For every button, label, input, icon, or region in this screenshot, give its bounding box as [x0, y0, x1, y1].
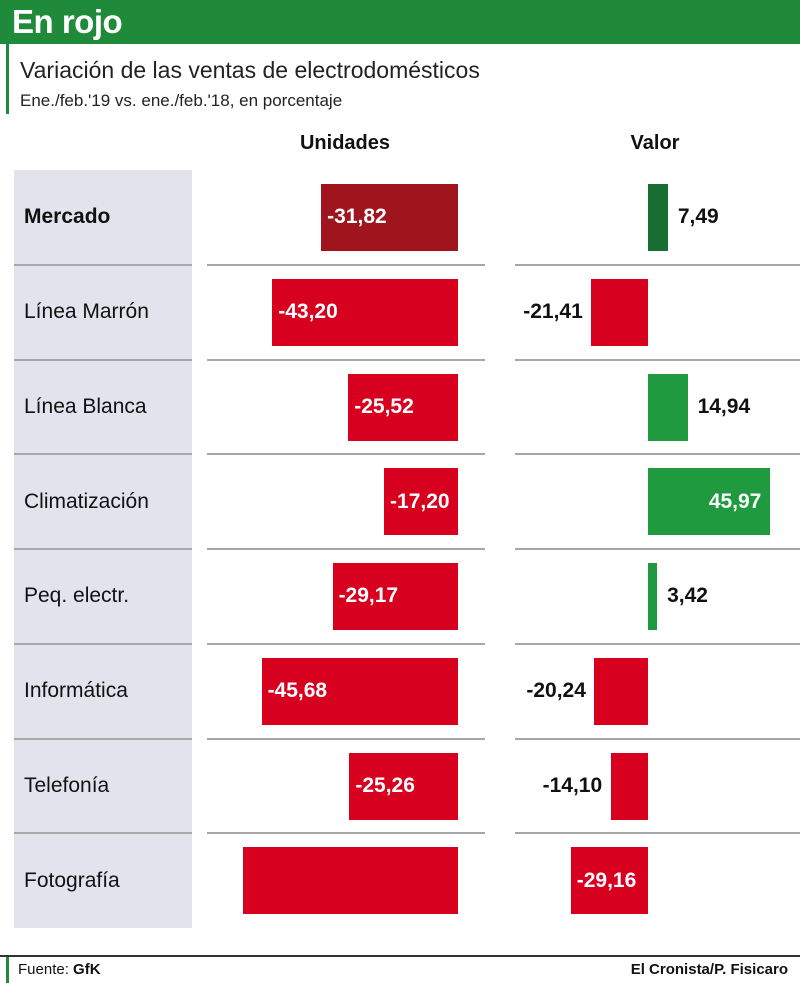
- row-divider: [515, 264, 800, 266]
- chart-title: En rojo: [12, 3, 123, 40]
- category-label: Peq. electr.: [24, 584, 130, 608]
- row-divider: [14, 643, 192, 645]
- units-value-label: -17,20: [390, 489, 450, 513]
- value-bar: [591, 279, 648, 346]
- row-divider: [207, 548, 485, 550]
- row-divider: [207, 264, 485, 266]
- footer-accent-tick: [6, 957, 9, 983]
- value-bar: [648, 374, 688, 441]
- column-header-value: Valor: [630, 132, 680, 154]
- value-value-label: -14,10: [542, 773, 603, 797]
- source-label: Fuente:: [18, 961, 69, 978]
- units-value-label: -29,17: [338, 584, 399, 608]
- chart-subtitle: Variación de las ventas de electrodomést…: [20, 57, 480, 83]
- category-label: Línea Marrón: [24, 300, 149, 324]
- value-bar: [570, 847, 648, 914]
- units-value-label: -25,52: [354, 394, 414, 418]
- row-divider: [207, 643, 485, 645]
- header-bar: [0, 0, 800, 44]
- row-divider: [14, 832, 192, 834]
- row-divider: [515, 832, 800, 834]
- category-label: Mercado: [24, 205, 111, 229]
- category-label: Informática: [24, 679, 128, 703]
- value-value-label: -29,16: [576, 868, 637, 892]
- category-label: Línea Blanca: [24, 394, 147, 418]
- value-value-label: 14,94: [697, 394, 751, 418]
- units-bar: [348, 374, 458, 441]
- units-bar: [349, 753, 458, 820]
- category-label: Telefonía: [24, 773, 110, 797]
- row-divider: [14, 264, 192, 266]
- units-bar: [332, 563, 458, 630]
- footer-rule: [0, 955, 800, 957]
- units-value-label: -45,68: [267, 679, 328, 703]
- category-label: Climatización: [24, 489, 149, 513]
- row-divider: [207, 738, 485, 740]
- title-accent-rule: [6, 44, 9, 114]
- value-bar: [610, 753, 648, 820]
- units-bar: [261, 658, 458, 725]
- units-value-label: -25,26: [355, 773, 415, 797]
- row-divider: [515, 738, 800, 740]
- value-value-label: 7,49: [677, 205, 719, 229]
- row-divider: [515, 359, 800, 361]
- credit: El Cronista/P. Fisicaro: [630, 961, 788, 978]
- value-bar: [648, 184, 668, 251]
- row-divider: [515, 548, 800, 550]
- value-value-label: 45,97: [708, 489, 762, 513]
- source-value: GfK: [73, 961, 101, 978]
- units-bar: [272, 279, 458, 346]
- row-divider: [515, 643, 800, 645]
- units-bar: [243, 847, 458, 914]
- value-value-label: 3,42: [667, 584, 708, 608]
- row-divider: [14, 738, 192, 740]
- value-value-label: -20,24: [526, 679, 586, 703]
- row-divider: [14, 548, 192, 550]
- units-value-label: -31,82: [327, 205, 387, 229]
- column-header-units: Unidades: [299, 132, 391, 154]
- category-label: Fotografía: [24, 868, 120, 892]
- value-value-label: -21,41: [523, 300, 583, 324]
- value-bar: [594, 658, 648, 725]
- units-value-label: -43,20: [278, 300, 338, 324]
- value-bar: [648, 468, 770, 535]
- row-divider: [14, 453, 192, 455]
- units-bar: [384, 468, 458, 535]
- value-bar: [648, 563, 658, 630]
- row-divider: [14, 359, 192, 361]
- row-divider: [207, 453, 485, 455]
- chart-period: Ene./feb.'19 vs. ene./feb.'18, en porcen…: [20, 91, 343, 110]
- source-note: Fuente: GfK: [18, 961, 101, 979]
- units-bar: [321, 184, 458, 251]
- row-divider: [207, 359, 485, 361]
- row-divider: [207, 832, 485, 834]
- row-divider: [515, 453, 800, 455]
